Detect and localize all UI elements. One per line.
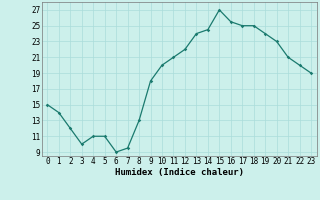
X-axis label: Humidex (Indice chaleur): Humidex (Indice chaleur) (115, 168, 244, 177)
